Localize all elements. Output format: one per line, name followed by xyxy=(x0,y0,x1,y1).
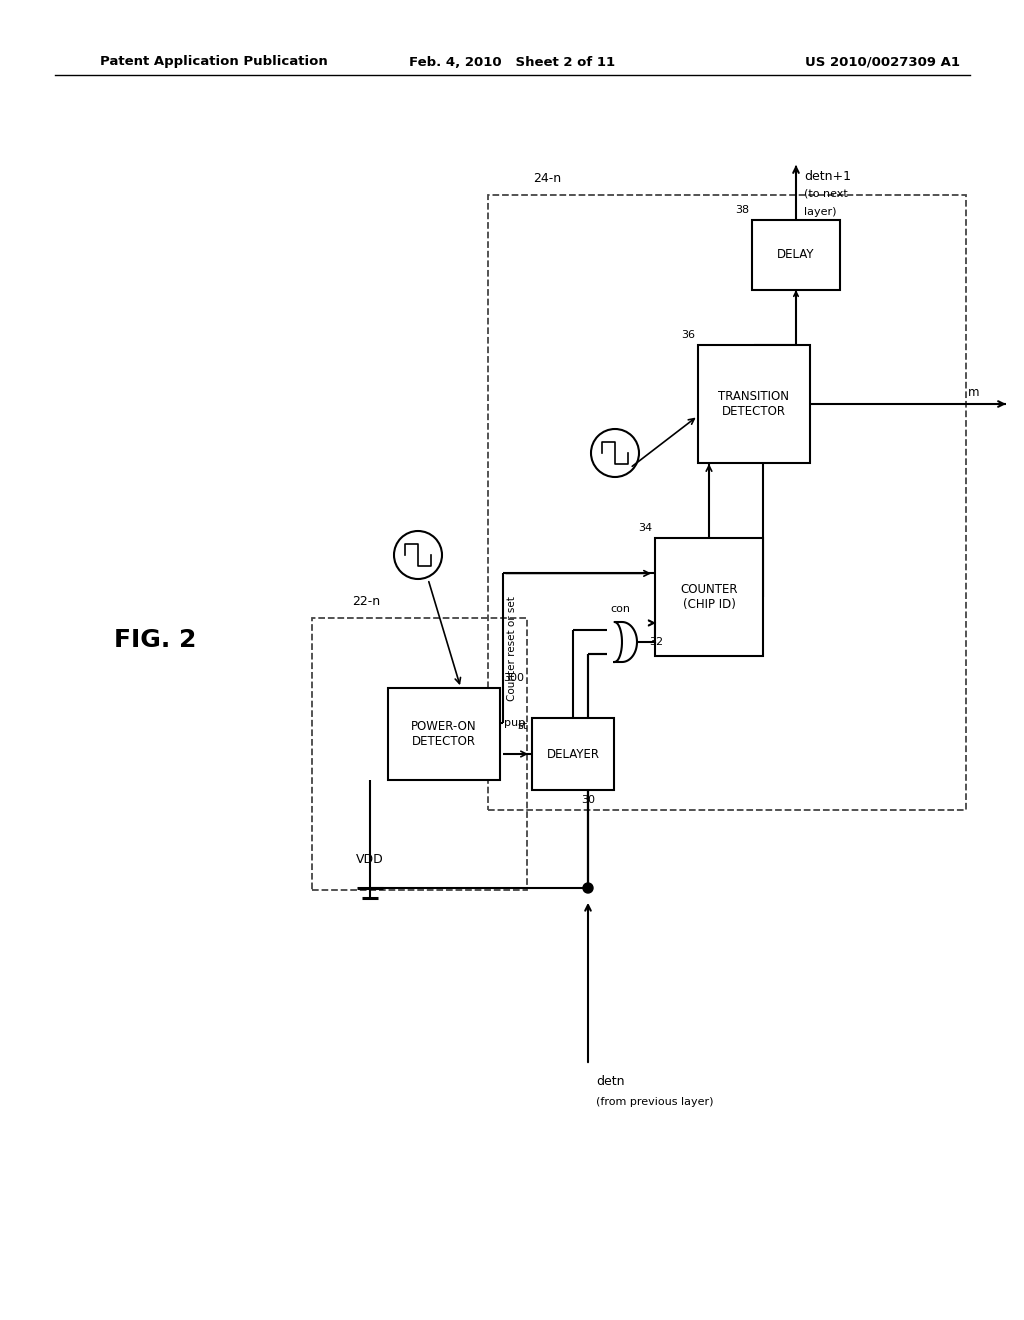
Bar xyxy=(698,345,810,463)
Bar xyxy=(488,195,966,810)
Text: pup: pup xyxy=(504,718,525,727)
Text: m: m xyxy=(968,385,980,399)
Text: DELAYER: DELAYER xyxy=(547,747,599,760)
Bar xyxy=(752,220,840,290)
Text: 22-n: 22-n xyxy=(352,595,380,609)
Text: 34: 34 xyxy=(638,523,652,533)
Text: detn+1: detn+1 xyxy=(804,170,851,183)
Text: Counter reset or set: Counter reset or set xyxy=(507,595,517,701)
Text: DELAY: DELAY xyxy=(777,248,815,261)
Text: 38: 38 xyxy=(735,205,749,215)
Text: FIG. 2: FIG. 2 xyxy=(114,628,197,652)
Text: POWER-ON
DETECTOR: POWER-ON DETECTOR xyxy=(412,719,477,748)
Text: (to next: (to next xyxy=(804,189,848,199)
Text: Patent Application Publication: Patent Application Publication xyxy=(100,55,328,69)
Text: COUNTER
(CHIP ID): COUNTER (CHIP ID) xyxy=(680,583,737,611)
Text: layer): layer) xyxy=(804,207,837,216)
Text: detn: detn xyxy=(596,1074,625,1088)
Circle shape xyxy=(583,883,593,894)
Text: 36: 36 xyxy=(681,330,695,341)
Bar xyxy=(532,718,614,789)
Text: con: con xyxy=(610,605,630,614)
Text: Feb. 4, 2010   Sheet 2 of 11: Feb. 4, 2010 Sheet 2 of 11 xyxy=(409,55,615,69)
Text: 24-n: 24-n xyxy=(534,172,561,185)
Text: 32: 32 xyxy=(649,638,664,647)
Text: VDD: VDD xyxy=(356,853,384,866)
Bar xyxy=(388,688,500,780)
Polygon shape xyxy=(614,622,637,663)
Text: 30: 30 xyxy=(581,795,595,805)
Text: 300: 300 xyxy=(503,673,524,682)
Text: (from previous layer): (from previous layer) xyxy=(596,1097,714,1107)
Text: US 2010/0027309 A1: US 2010/0027309 A1 xyxy=(805,55,961,69)
Bar xyxy=(312,618,527,890)
Text: st: st xyxy=(518,721,528,731)
Text: TRANSITION
DETECTOR: TRANSITION DETECTOR xyxy=(719,389,790,418)
Bar xyxy=(655,539,763,656)
